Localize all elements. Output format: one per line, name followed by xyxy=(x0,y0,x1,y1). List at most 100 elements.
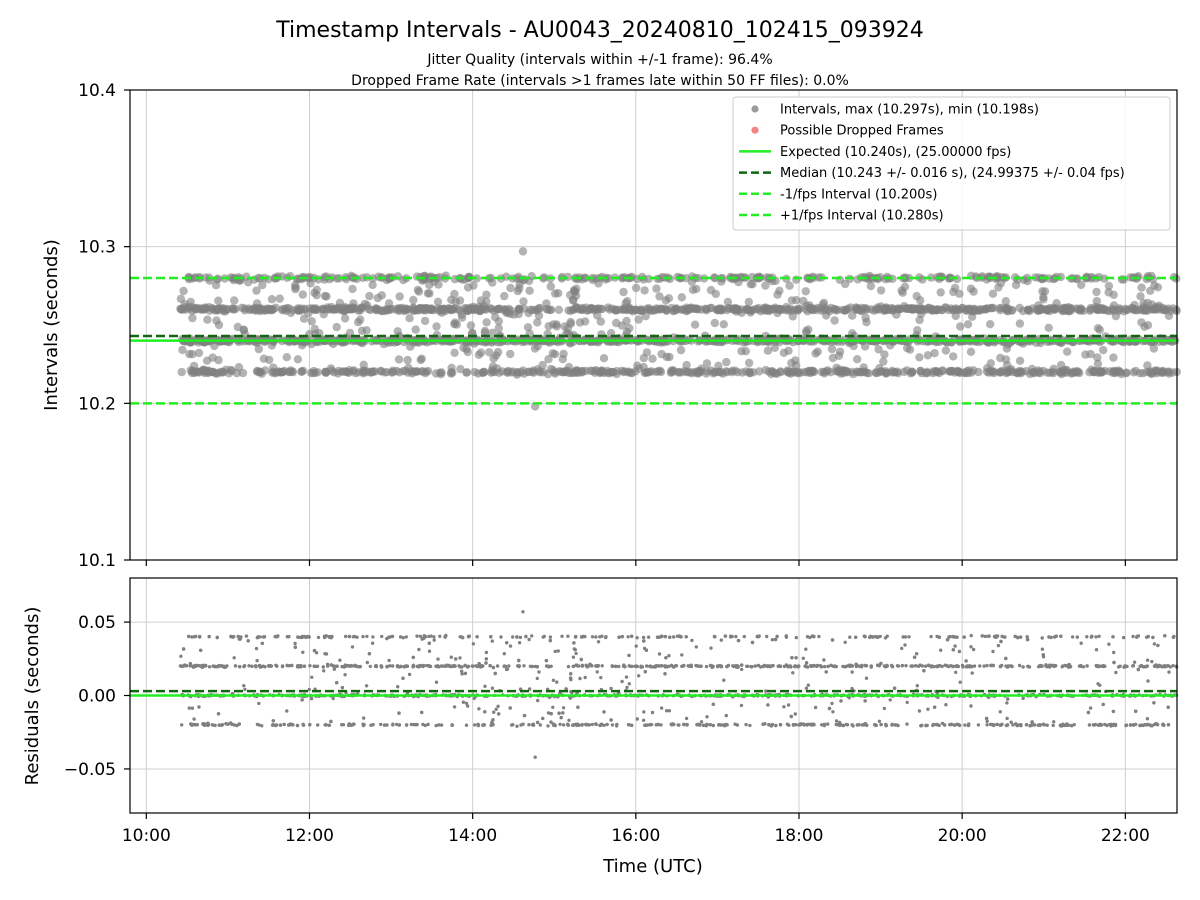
data-point xyxy=(794,635,798,640)
data-point xyxy=(984,716,989,721)
legend-marker xyxy=(751,105,759,113)
data-point xyxy=(697,664,702,668)
data-point xyxy=(812,722,816,727)
intervals-panel: 10.110.210.310.4 Intervals (seconds) Int… xyxy=(41,81,1182,571)
data-point xyxy=(505,667,510,671)
data-point xyxy=(1150,281,1159,290)
data-point xyxy=(340,664,344,669)
data-point xyxy=(307,635,311,639)
data-point xyxy=(463,347,472,357)
data-point xyxy=(1096,682,1100,686)
data-point xyxy=(1094,305,1103,314)
data-point xyxy=(584,722,588,727)
data-point xyxy=(912,655,917,659)
data-point xyxy=(282,353,291,362)
data-point xyxy=(897,286,906,295)
data-point xyxy=(1036,723,1040,727)
data-point xyxy=(1049,364,1058,373)
data-point xyxy=(484,657,488,661)
data-point xyxy=(827,344,837,354)
data-point xyxy=(930,349,939,358)
data-point xyxy=(500,291,509,301)
data-point xyxy=(219,723,224,727)
data-point xyxy=(696,722,700,727)
data-point xyxy=(524,367,534,376)
data-point xyxy=(485,304,495,313)
data-point xyxy=(1121,635,1126,640)
data-point xyxy=(736,638,741,643)
data-point xyxy=(891,368,900,377)
data-point xyxy=(1037,305,1046,314)
data-point xyxy=(207,665,212,669)
data-point xyxy=(773,290,782,299)
data-point xyxy=(580,273,590,282)
data-point xyxy=(380,634,384,639)
data-point xyxy=(388,664,392,668)
data-point xyxy=(875,304,884,313)
data-point xyxy=(1015,723,1019,728)
data-point xyxy=(290,281,300,290)
data-point xyxy=(824,670,828,674)
data-point xyxy=(396,685,400,689)
data-point xyxy=(507,664,511,668)
data-point xyxy=(466,704,470,708)
data-point xyxy=(933,305,942,314)
y-tick-label: 10.2 xyxy=(78,394,116,414)
data-point xyxy=(717,277,726,286)
data-point xyxy=(566,319,576,328)
data-point xyxy=(831,710,835,714)
data-point xyxy=(624,675,629,679)
data-point xyxy=(923,351,933,360)
data-point xyxy=(571,664,576,668)
data-point xyxy=(1155,665,1160,669)
data-point xyxy=(176,294,186,303)
data-point xyxy=(433,297,443,306)
data-point xyxy=(1146,679,1150,683)
data-point xyxy=(284,304,294,313)
data-point xyxy=(275,664,279,668)
data-point xyxy=(255,635,260,640)
data-point xyxy=(1097,634,1101,638)
data-point xyxy=(866,281,876,291)
data-point xyxy=(1136,667,1141,672)
data-point xyxy=(210,723,215,727)
data-point xyxy=(265,355,274,365)
data-point xyxy=(531,722,535,726)
data-point xyxy=(463,663,467,668)
data-point xyxy=(523,323,533,332)
data-point xyxy=(371,635,375,639)
data-point xyxy=(492,710,496,714)
data-point xyxy=(1002,344,1012,353)
data-point xyxy=(722,723,726,727)
data-point xyxy=(646,305,655,314)
data-point xyxy=(983,634,988,639)
data-point xyxy=(228,274,237,283)
data-point xyxy=(260,724,264,728)
data-point xyxy=(903,643,907,647)
intervals-plot-frame xyxy=(129,89,1178,561)
residuals-points xyxy=(178,610,1179,759)
data-point xyxy=(931,723,935,728)
data-point xyxy=(1015,356,1025,365)
data-point xyxy=(667,709,672,713)
data-point xyxy=(999,639,1003,644)
data-point xyxy=(466,321,476,330)
data-point xyxy=(1009,664,1013,668)
data-point xyxy=(599,675,603,680)
data-point xyxy=(693,304,702,314)
data-point xyxy=(1040,636,1044,640)
data-point xyxy=(843,665,847,669)
legend-entry: Possible Dropped Frames xyxy=(780,124,944,139)
data-point xyxy=(848,369,858,379)
data-point xyxy=(527,723,531,727)
data-point xyxy=(989,367,998,376)
data-point xyxy=(1131,634,1135,639)
data-point xyxy=(596,317,605,326)
legend-entry: Intervals, max (10.297s), min (10.198s) xyxy=(780,103,1039,118)
data-point xyxy=(558,722,562,726)
data-point xyxy=(324,723,328,727)
data-point xyxy=(766,703,770,707)
data-point xyxy=(987,303,996,313)
data-point xyxy=(180,303,189,312)
data-point xyxy=(417,354,426,363)
